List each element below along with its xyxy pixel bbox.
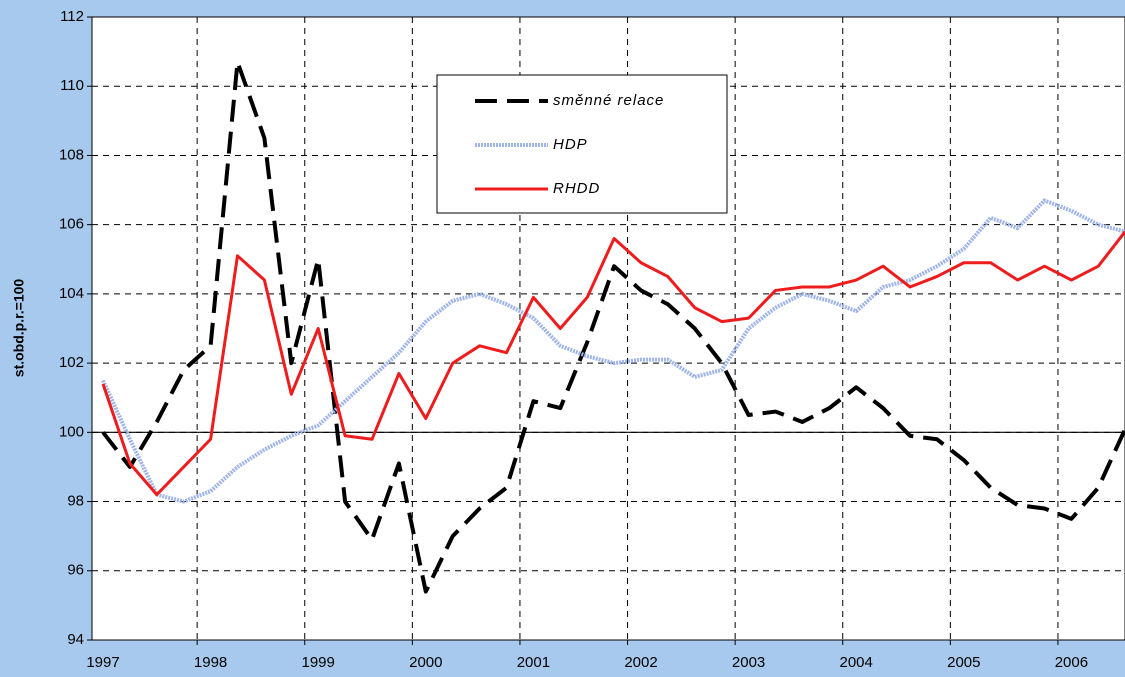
- plot-border: [91, 16, 1125, 641]
- x-tick-label: 2003: [732, 654, 765, 671]
- series-line: [101, 198, 1125, 504]
- x-tick-label: 2004: [840, 654, 873, 671]
- x-tick-label: 1997: [86, 654, 119, 671]
- y-axis-label: st.obd.p.r.=100: [11, 279, 27, 378]
- legend-label: směnné relace: [553, 92, 664, 109]
- y-tick-label: 100: [59, 423, 84, 440]
- y-tick-label: 102: [59, 354, 84, 371]
- series-lines: [101, 59, 1125, 594]
- y-tick-label: 104: [59, 285, 84, 302]
- y-tick-label: 112: [60, 8, 84, 25]
- grid: 94 96 98 100 102 104 106 108 110 112 1997 1998 1999 2…: [59, 8, 1125, 671]
- legend-label: RHDD: [553, 180, 600, 197]
- legend: směnné relace HDP RHDD: [436, 74, 728, 214]
- x-tick-label: 2005: [947, 654, 980, 671]
- y-tick-label: 110: [60, 77, 84, 94]
- x-tick-label: 2002: [624, 654, 657, 671]
- x-tick-label: 1999: [302, 654, 335, 671]
- y-tick-label: 106: [59, 216, 84, 233]
- series-line: [101, 59, 1125, 594]
- x-tick-label: 2000: [409, 654, 442, 671]
- y-tick-label: 108: [59, 146, 84, 163]
- x-tick-label: 2006: [1055, 654, 1088, 671]
- series-line: [101, 230, 1125, 497]
- x-tick-label: 2001: [517, 654, 550, 671]
- y-tick-label: 94: [67, 631, 84, 648]
- x-tick-label: 1998: [194, 654, 227, 671]
- legend-label: HDP: [553, 136, 588, 153]
- y-tick-label: 96: [67, 562, 84, 579]
- y-tick-label: 98: [67, 493, 84, 510]
